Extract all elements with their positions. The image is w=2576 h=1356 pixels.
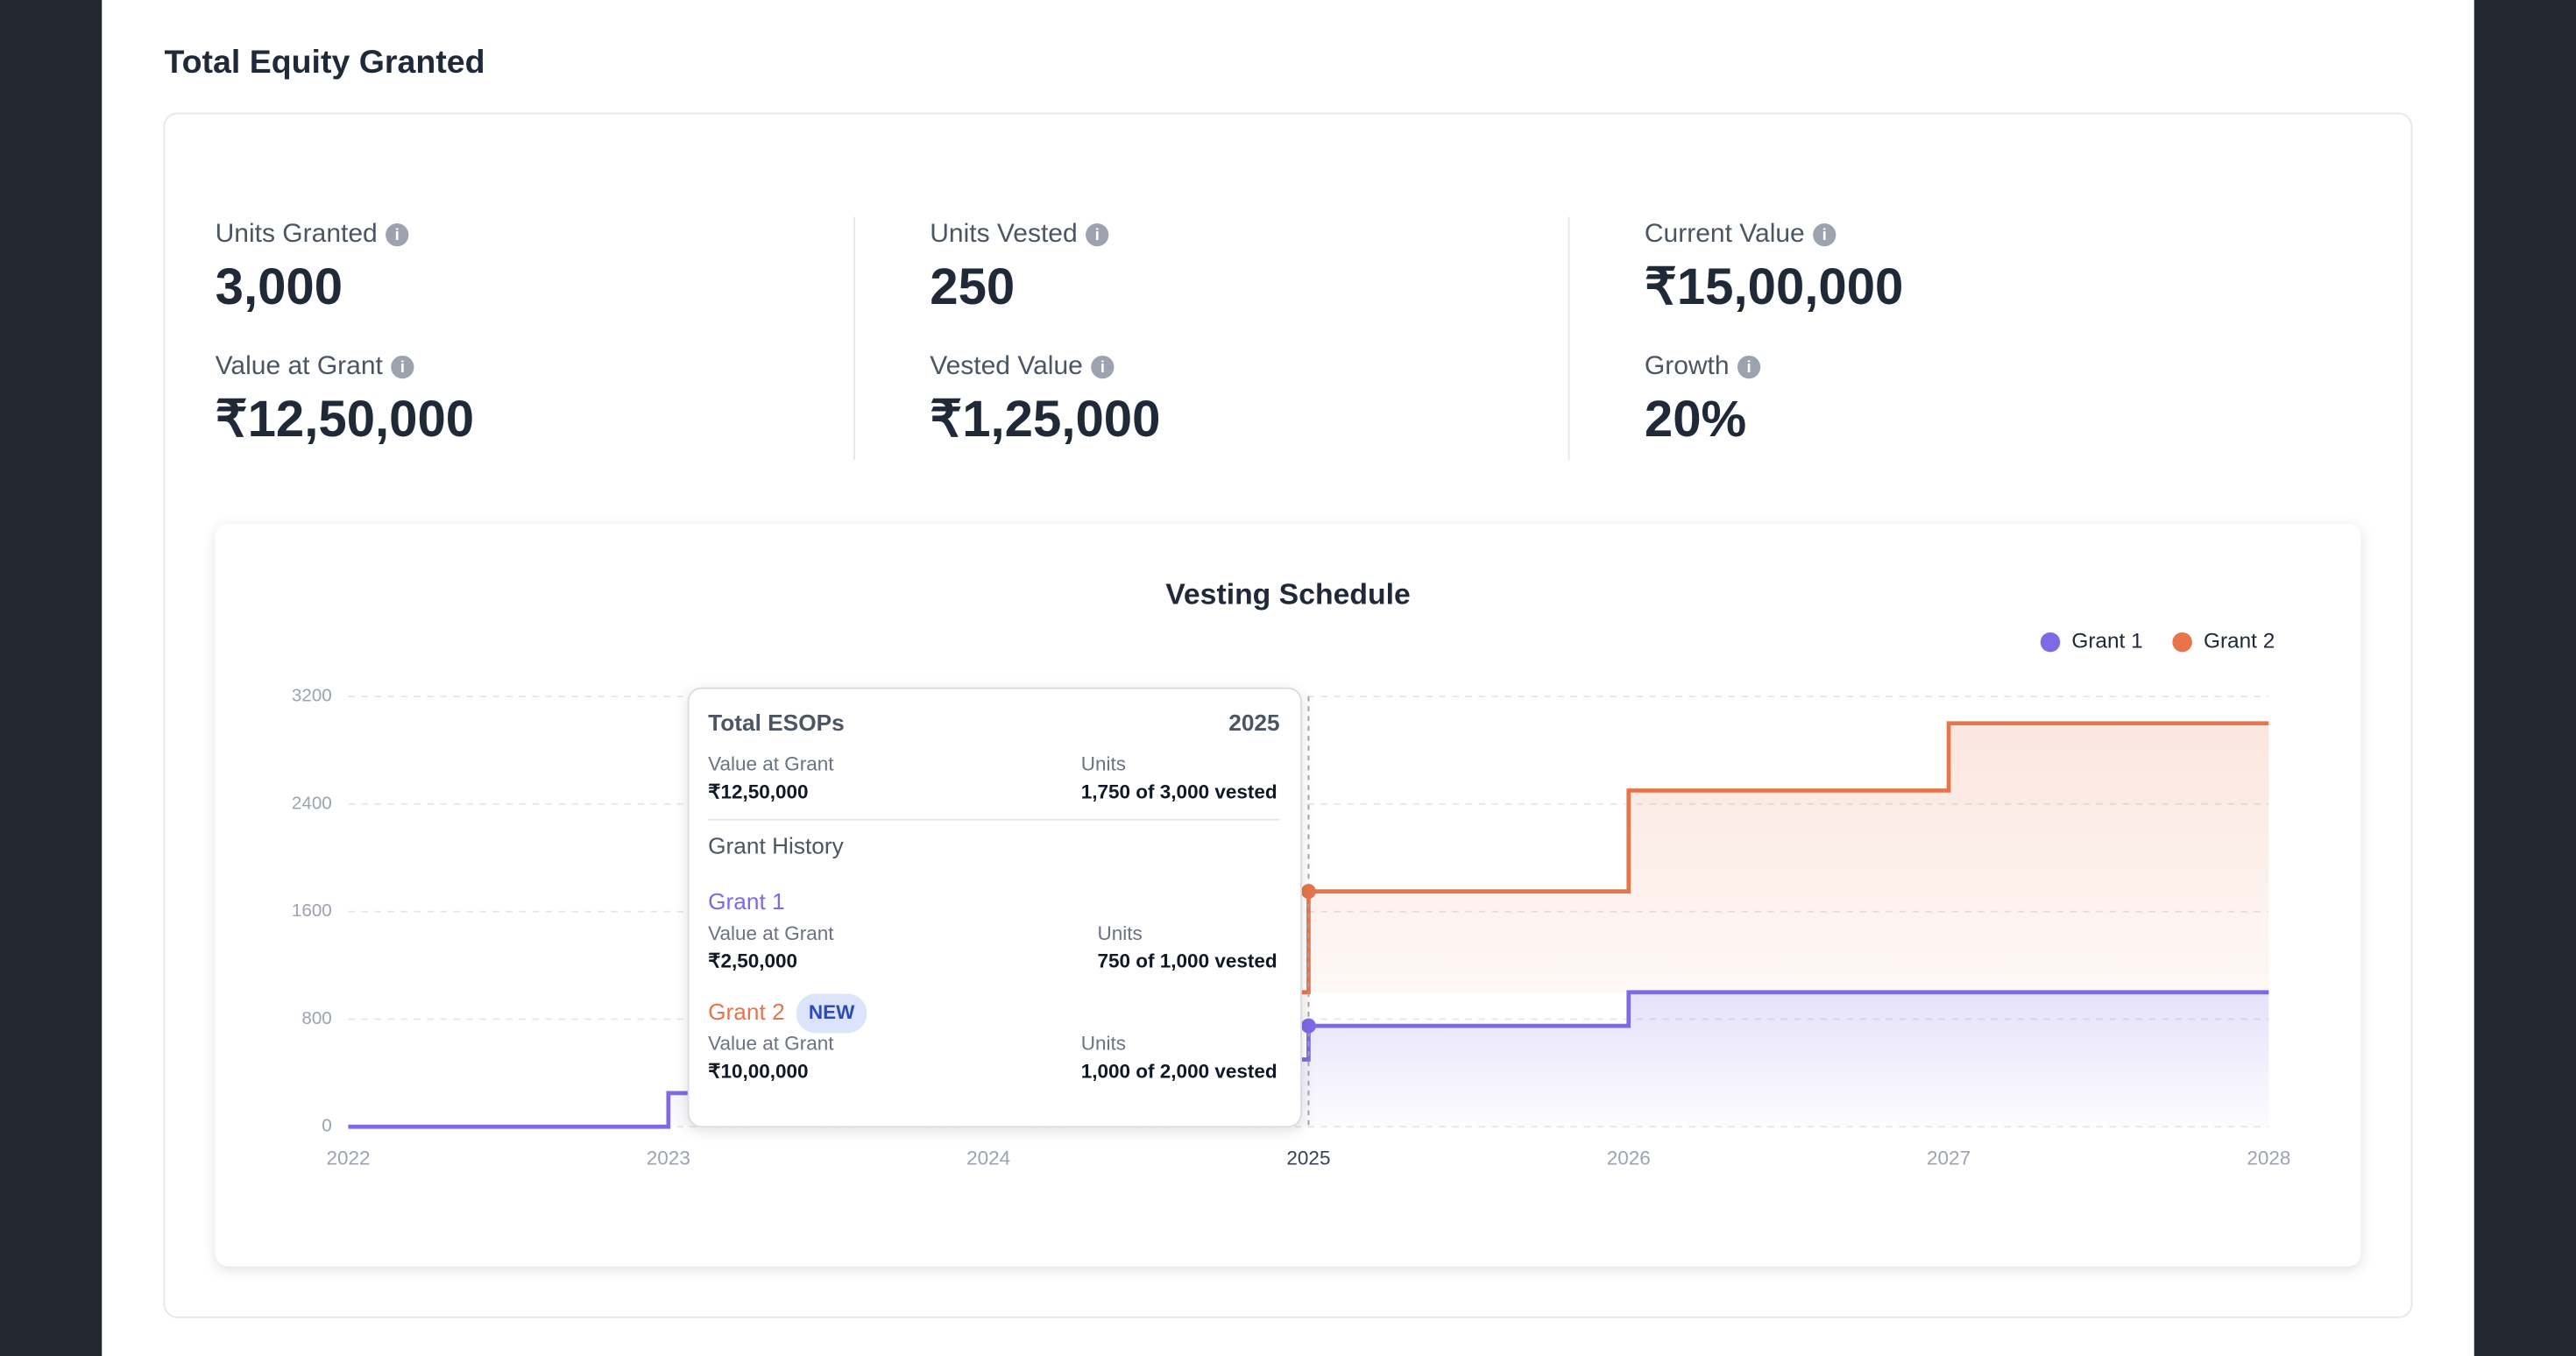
tooltip-text: Total ESOPs	[708, 710, 845, 736]
y-tick-label: 0	[322, 1116, 331, 1136]
stat-label: Vested Value	[930, 351, 1083, 380]
tooltip-text: 1,000 of 2,000 vested	[1081, 1060, 1277, 1082]
tooltip-text: 750 of 1,000 vested	[1098, 950, 1277, 972]
x-tick-label: 2028	[2247, 1148, 2290, 1169]
tooltip-text: Units	[1081, 753, 1126, 775]
y-tick-label: 2400	[292, 793, 332, 813]
hover-dot	[1301, 884, 1316, 900]
info-icon	[1813, 223, 1836, 247]
legend-label: Grant 2	[2204, 630, 2275, 653]
tooltip-text: Grant History	[708, 832, 844, 858]
tooltip-text: Units	[1098, 922, 1143, 944]
tooltip-text: Value at Grant	[708, 753, 834, 775]
x-tick-label: 2027	[1927, 1148, 1971, 1169]
info-icon	[1086, 223, 1109, 247]
legend-dot	[2172, 632, 2192, 653]
tooltip-text: Grant 2	[708, 999, 785, 1025]
x-tick-label: 2022	[326, 1148, 370, 1169]
stat-label: Current Value	[1645, 219, 1805, 248]
stat-label: Units Vested	[930, 219, 1077, 248]
stat-label: Growth	[1645, 351, 1730, 380]
stat-label: Units Granted	[216, 219, 378, 248]
tooltip-text: NEW	[809, 1001, 855, 1023]
y-tick-label: 3200	[292, 685, 332, 705]
x-tick-label: 2023	[647, 1148, 690, 1169]
hover-dot	[1301, 1018, 1316, 1034]
legend-dot	[2040, 632, 2061, 653]
info-glyph: i	[1100, 357, 1105, 376]
tooltip-text: 2025	[1228, 710, 1279, 736]
badge	[796, 993, 867, 1034]
tooltip-text: ₹10,00,000	[708, 1060, 808, 1082]
info-glyph: i	[400, 357, 405, 376]
x-tick-label: 2024	[966, 1148, 1010, 1169]
info-icon	[1737, 355, 1761, 379]
y-tick-label: 1600	[292, 900, 332, 921]
stat-value: ₹1,25,000	[930, 391, 1160, 448]
info-glyph: i	[395, 225, 400, 244]
tooltip-text: Value at Grant	[708, 922, 834, 944]
tooltip-text: Grant 1	[708, 888, 785, 915]
x-tick-label: 2025	[1286, 1148, 1330, 1169]
stat-value: ₹15,00,000	[1645, 258, 1903, 315]
stat-label: Value at Grant	[216, 351, 384, 380]
info-glyph: i	[1095, 225, 1100, 244]
tooltip-text: ₹2,50,000	[708, 950, 797, 972]
info-glyph: i	[1746, 357, 1751, 376]
info-icon	[1091, 355, 1115, 379]
stat-value: 3,000	[216, 258, 343, 315]
chart-title: Vesting Schedule	[1165, 578, 1410, 611]
y-tick-label: 800	[301, 1008, 331, 1028]
info-icon	[386, 223, 409, 247]
series-line	[348, 990, 2269, 1129]
legend-label: Grant 1	[2071, 630, 2142, 653]
tooltip-text: ₹12,50,000	[708, 781, 808, 803]
info-icon	[391, 355, 414, 379]
info-glyph: i	[1822, 225, 1827, 244]
tooltip-text: Value at Grant	[708, 1032, 834, 1054]
tooltip-text: 1,750 of 3,000 vested	[1081, 781, 1277, 803]
x-tick-label: 2026	[1607, 1148, 1651, 1169]
stat-value: 20%	[1645, 391, 1746, 448]
stat-value: ₹12,50,000	[216, 391, 474, 448]
stat-value: 250	[930, 258, 1015, 315]
tooltip-text: Units	[1081, 1032, 1126, 1054]
page-title: Total Equity Granted	[165, 43, 485, 80]
